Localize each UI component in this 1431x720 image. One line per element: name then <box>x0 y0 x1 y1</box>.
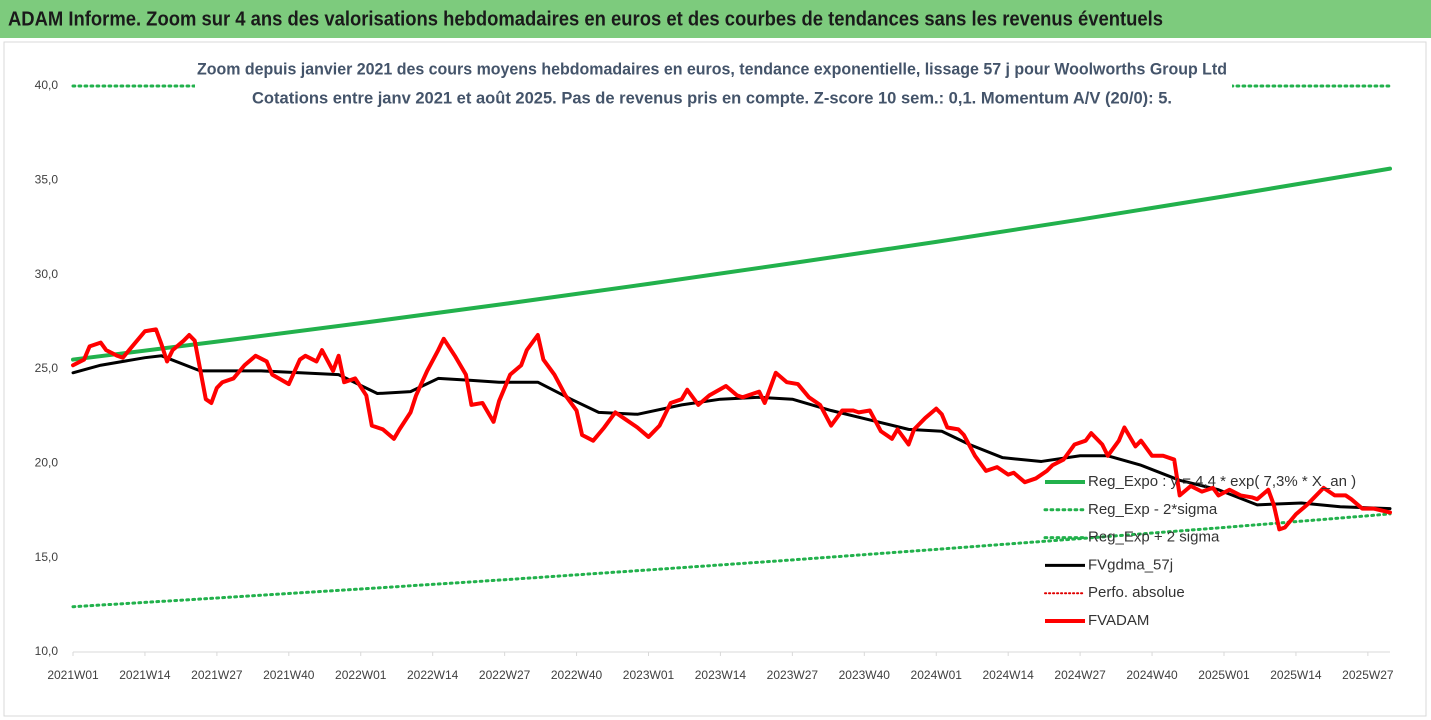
series-line <box>71 512 1392 609</box>
x-tick-label: 2024W01 <box>911 668 963 682</box>
legend-label: Reg_Exp - 2*sigma <box>1088 501 1218 518</box>
series-line <box>71 327 1392 532</box>
y-tick-label: 15,0 <box>35 550 59 564</box>
x-tick-label: 2023W40 <box>839 668 891 682</box>
x-tick-label: 2025W14 <box>1270 668 1322 682</box>
chart-subtitle: Cotations entre janv 2021 et août 2025. … <box>252 88 1172 107</box>
y-tick-label: 20,0 <box>35 456 59 470</box>
plot-frame <box>3 41 1427 717</box>
x-tick-label: 2021W27 <box>191 668 243 682</box>
legend-label: Reg_Expo : y = 4,4 * exp( 7,3% * X_an ) <box>1088 473 1356 490</box>
x-tick-label: 2021W14 <box>119 668 171 682</box>
x-tick-label: 2024W40 <box>1126 668 1178 682</box>
x-tick-label: 2021W40 <box>263 668 315 682</box>
y-tick-label: 35,0 <box>35 173 59 187</box>
legend-label: FVgdma_57j <box>1088 556 1173 573</box>
y-tick-label: 10,0 <box>35 644 59 658</box>
legend: Reg_Expo : y = 4,4 * exp( 7,3% * X_an ) R… <box>1043 473 1356 629</box>
y-tick-label: 40,0 <box>35 78 59 92</box>
x-tick-label: 2024W14 <box>982 668 1034 682</box>
x-tick-label: 2022W14 <box>407 668 459 682</box>
legend-label: FVADAM <box>1088 612 1149 629</box>
chart-subtitle: Zoom depuis janvier 2021 des cours moyen… <box>197 59 1227 78</box>
x-tick-label: 2023W27 <box>767 668 819 682</box>
title-banner <box>0 0 1431 38</box>
y-tick-label: 25,0 <box>35 361 59 375</box>
x-tick-label: 2025W01 <box>1198 668 1250 682</box>
subtitle-box <box>195 52 1232 114</box>
x-tick-label: 2023W01 <box>623 668 675 682</box>
x-tick-label: 2024W27 <box>1054 668 1106 682</box>
legend-label: Perfo. absolue <box>1088 584 1185 601</box>
chart-title: ADAM Informe. Zoom sur 4 ans des valoris… <box>8 8 1163 30</box>
series-line <box>71 354 1392 511</box>
x-tick-label: 2023W14 <box>695 668 747 682</box>
legend-label: Reg_Exp + 2 sigma <box>1088 529 1220 546</box>
series-line <box>71 166 1392 362</box>
x-tick-label: 2021W01 <box>47 668 99 682</box>
x-tick-label: 2022W01 <box>335 668 387 682</box>
x-tick-label: 2022W40 <box>551 668 603 682</box>
x-tick-label: 2022W27 <box>479 668 531 682</box>
y-tick-label: 30,0 <box>35 267 59 281</box>
x-tick-label: 2025W27 <box>1342 668 1394 682</box>
